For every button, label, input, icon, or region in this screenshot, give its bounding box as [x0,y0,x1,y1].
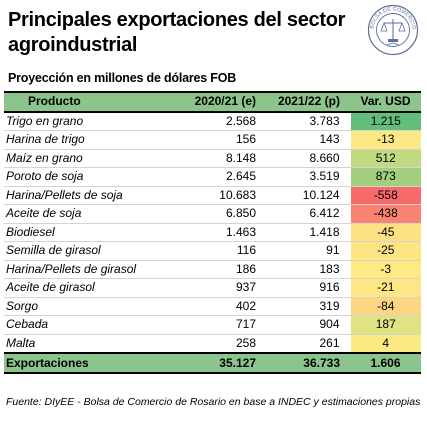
value-2021-22-cell: 319 [266,297,350,316]
report-title: Principales exportaciones del sector agr… [8,9,346,56]
table-row: Harina de trigo 156 143 -13 [4,130,421,150]
value-2021-22-cell: 1.418 [266,223,350,242]
table-row: Harina/Pellets de girasol 186 183 -3 [4,260,421,279]
value-2021-22-cell: 3.783 [266,111,350,131]
product-cell: Sorgo [4,297,166,316]
var-usd-cell: -438 [349,204,421,224]
col-header-var-usd: Var. USD [350,91,421,113]
value-2021-22-cell: 91 [266,241,350,261]
table-row: Biodiesel 1.463 1.418 -45 [4,223,421,242]
var-usd-cell: 187 [349,315,421,335]
product-cell: Malta [4,334,166,354]
value-2020-21-cell: 258 [166,334,266,354]
report-header: Principales exportaciones del sector agr… [6,4,421,90]
product-cell: Aceite de girasol [4,278,166,298]
value-2021-22-cell: 261 [266,334,350,354]
table-row: Maíz en grano 8.148 8.660 512 [4,149,421,168]
var-usd-cell: -3 [349,260,421,279]
table-row: Semilla de girasol 116 91 -25 [4,241,421,261]
value-2021-22-cell: 8.660 [266,149,350,168]
product-cell: Semilla de girasol [4,241,166,261]
table-row: Poroto de soja 2.645 3.519 873 [4,167,421,187]
table-header-row: Producto 2020/21 (e) 2021/22 (p) Var. US… [4,91,421,113]
col-header-2021-22: 2021/22 (p) [266,91,350,113]
var-usd-cell: -13 [349,130,421,150]
col-header-2020-21: 2020/21 (e) [166,91,266,113]
product-cell: Maíz en grano [4,149,166,168]
table-row: Aceite de soja 6.850 6.412 -438 [4,204,421,224]
value-2020-21-cell: 6.850 [166,204,266,224]
value-2020-21-cell: 10.683 [166,186,266,205]
table-row: Harina/Pellets de soja 10.683 10.124 -558 [4,186,421,205]
value-2020-21-cell: 2.568 [166,111,266,131]
product-cell: Aceite de soja [4,204,166,224]
value-2020-21-cell: 2.645 [166,167,266,187]
value-2021-22-cell: 904 [266,315,350,335]
table-row: Aceite de girasol 937 916 -21 [4,278,421,298]
value-2020-21-cell: 8.148 [166,149,266,168]
var-usd-cell: -45 [349,223,421,242]
var-usd-cell: -21 [349,278,421,298]
var-usd-cell: 873 [349,167,421,187]
source-footnote: Fuente: DIyEE - Bolsa de Comercio de Ros… [6,396,421,408]
value-2020-21-cell: 717 [166,315,266,335]
product-cell: Biodiesel [4,223,166,242]
var-usd-cell: -558 [349,186,421,205]
table-row: Malta 258 261 4 [4,334,421,354]
product-cell: Harina/Pellets de soja [4,186,166,205]
value-2020-21-cell: 186 [166,260,266,279]
bolsa-seal-logo: BOLSA DE COMERCIO DE ROSARIO [367,4,419,56]
product-cell: Harina/Pellets de girasol [4,260,166,279]
value-2021-22-cell: 143 [266,130,350,150]
exports-table: Producto 2020/21 (e) 2021/22 (p) Var. US… [4,91,421,374]
total-var-usd: 1.606 [350,352,421,374]
table-row: Cebada 717 904 187 [4,315,421,335]
value-2020-21-cell: 116 [166,241,266,261]
product-cell: Trigo en grano [4,111,166,131]
value-2021-22-cell: 916 [266,278,350,298]
total-row: Exportaciones 35.127 36.733 1.606 [4,352,421,374]
value-2021-22-cell: 183 [266,260,350,279]
var-usd-cell: -84 [349,297,421,316]
var-usd-cell: 4 [349,334,421,354]
product-cell: Cebada [4,315,166,335]
value-2021-22-cell: 3.519 [266,167,350,187]
product-cell: Harina de trigo [4,130,166,150]
value-2020-21-cell: 156 [166,130,266,150]
col-header-product: Producto [4,91,166,113]
total-2021-22: 36.733 [266,352,350,374]
var-usd-cell: -25 [349,241,421,261]
total-label: Exportaciones [4,352,166,374]
table-row: Trigo en grano 2.568 3.783 1.215 [4,111,421,131]
value-2020-21-cell: 1.463 [166,223,266,242]
total-2020-21: 35.127 [166,352,266,374]
report-subtitle: Proyección en millones de dólares FOB [8,71,237,85]
value-2021-22-cell: 10.124 [266,186,350,205]
var-usd-cell: 512 [349,149,421,168]
value-2020-21-cell: 937 [166,278,266,298]
var-usd-cell: 1.215 [349,111,421,131]
table-row: Sorgo 402 319 -84 [4,297,421,316]
value-2020-21-cell: 402 [166,297,266,316]
product-cell: Poroto de soja [4,167,166,187]
value-2021-22-cell: 6.412 [266,204,350,224]
